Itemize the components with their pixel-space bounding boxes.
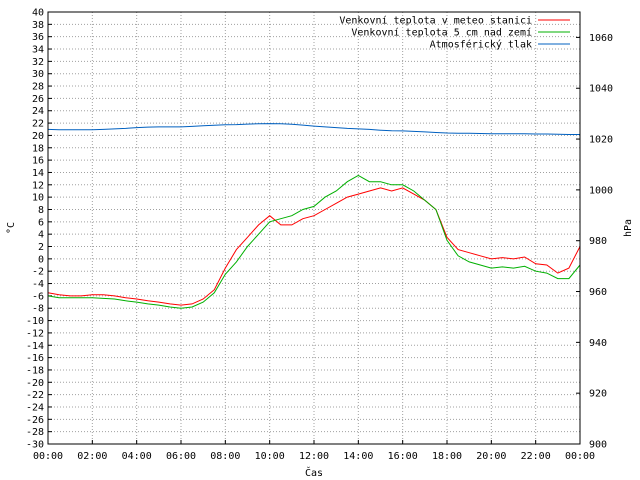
x-tick-label: 12:00: [299, 451, 329, 462]
y-axis-right-label: hPa: [623, 219, 634, 237]
y-left-tick-label: -28: [26, 427, 44, 438]
y-left-tick-label: -16: [26, 353, 44, 364]
y-left-tick-label: 8: [38, 205, 44, 216]
y-left-tick-label: 10: [32, 193, 44, 204]
y-left-tick-label: -18: [26, 365, 44, 376]
x-tick-label: 04:00: [122, 451, 152, 462]
x-tick-label: 06:00: [166, 451, 196, 462]
y-left-tick-label: 4: [38, 230, 44, 241]
y-left-tick-label: -10: [26, 316, 44, 327]
y-left-tick-label: 36: [32, 32, 44, 43]
series-line-2: [47, 174, 581, 309]
y-left-tick-label: 40: [32, 8, 44, 19]
legend-label-3: Atmosférický tlak: [430, 39, 532, 51]
legend-label-2: Venkovní teplota 5 cm nad zemí: [351, 27, 532, 39]
x-tick-label: 08:00: [210, 451, 240, 462]
y-left-tick-label: 24: [32, 106, 44, 117]
y-left-tick-label: 32: [32, 57, 44, 68]
y-right-tick-label: 1000: [589, 185, 613, 196]
x-tick-label: 00:00: [565, 451, 595, 462]
y-left-tick-label: -4: [32, 279, 44, 290]
x-tick-label: 22:00: [521, 451, 551, 462]
y-left-tick-label: 2: [38, 242, 44, 253]
y-right-tick-label: 940: [589, 338, 607, 349]
series-lines: [47, 123, 581, 309]
y-left-tick-label: 0: [38, 254, 44, 265]
y-left-tick-label: 14: [32, 168, 44, 179]
y-left-tick-label: -24: [26, 402, 44, 413]
y-left-tick-label: -20: [26, 378, 44, 389]
x-tick-label: 16:00: [388, 451, 418, 462]
x-tick-label: 02:00: [77, 451, 107, 462]
y-right-tick-label: 1020: [589, 135, 613, 146]
series-line-3: [47, 123, 580, 135]
y-left-tick-label: -2: [32, 267, 44, 278]
plot-border: [47, 11, 581, 445]
x-tick-label: 10:00: [255, 451, 285, 462]
series-line-1: [47, 187, 581, 306]
legend-label-1: Venkovní teplota v meteo stanici: [339, 15, 532, 27]
y-left-tick-label: -6: [32, 291, 44, 302]
y-left-tick-label: 20: [32, 131, 44, 142]
x-tick-label: 20:00: [476, 451, 506, 462]
x-tick-label: 18:00: [432, 451, 462, 462]
y-left-tick-label: -26: [26, 415, 44, 426]
y-right-tick-label: 960: [589, 287, 607, 298]
y-right-tick-label: 900: [589, 440, 607, 451]
y-left-tick-label: 12: [32, 180, 44, 191]
y-right-tick-label: 1060: [589, 33, 613, 44]
legend: Venkovní teplota v meteo staniciVenkovní…: [339, 15, 570, 51]
y-left-tick-label: -30: [26, 440, 44, 451]
y-left-tick-label: -14: [26, 341, 44, 352]
y-left-tick-label: 38: [32, 20, 44, 31]
y-left-tick-label: 22: [32, 119, 44, 130]
x-axis-label: Čas: [305, 466, 323, 479]
y-right-tick-label: 980: [589, 236, 607, 247]
y-left-tick-label: -12: [26, 328, 44, 339]
x-tick-label: 00:00: [33, 451, 63, 462]
y-left-tick-label: -22: [26, 390, 44, 401]
y-left-tick-label: 18: [32, 143, 44, 154]
y-left-tick-label: 28: [32, 82, 44, 93]
y-left-tick-label: 26: [32, 94, 44, 105]
y-left-tick-label: 6: [38, 217, 44, 228]
y-right-tick-label: 1040: [589, 84, 613, 95]
y-left-tick-label: -8: [32, 304, 44, 315]
y-axis-left-label: °C: [6, 222, 17, 234]
y-left-tick-label: 16: [32, 156, 44, 167]
y-left-tick-label: 34: [32, 45, 44, 56]
y-right-tick-label: 920: [589, 389, 607, 400]
x-tick-label: 14:00: [343, 451, 373, 462]
y-left-tick-label: 30: [32, 69, 44, 80]
axis-ticks: -30-28-26-24-22-20-18-16-14-12-10-8-6-4-…: [26, 8, 613, 463]
